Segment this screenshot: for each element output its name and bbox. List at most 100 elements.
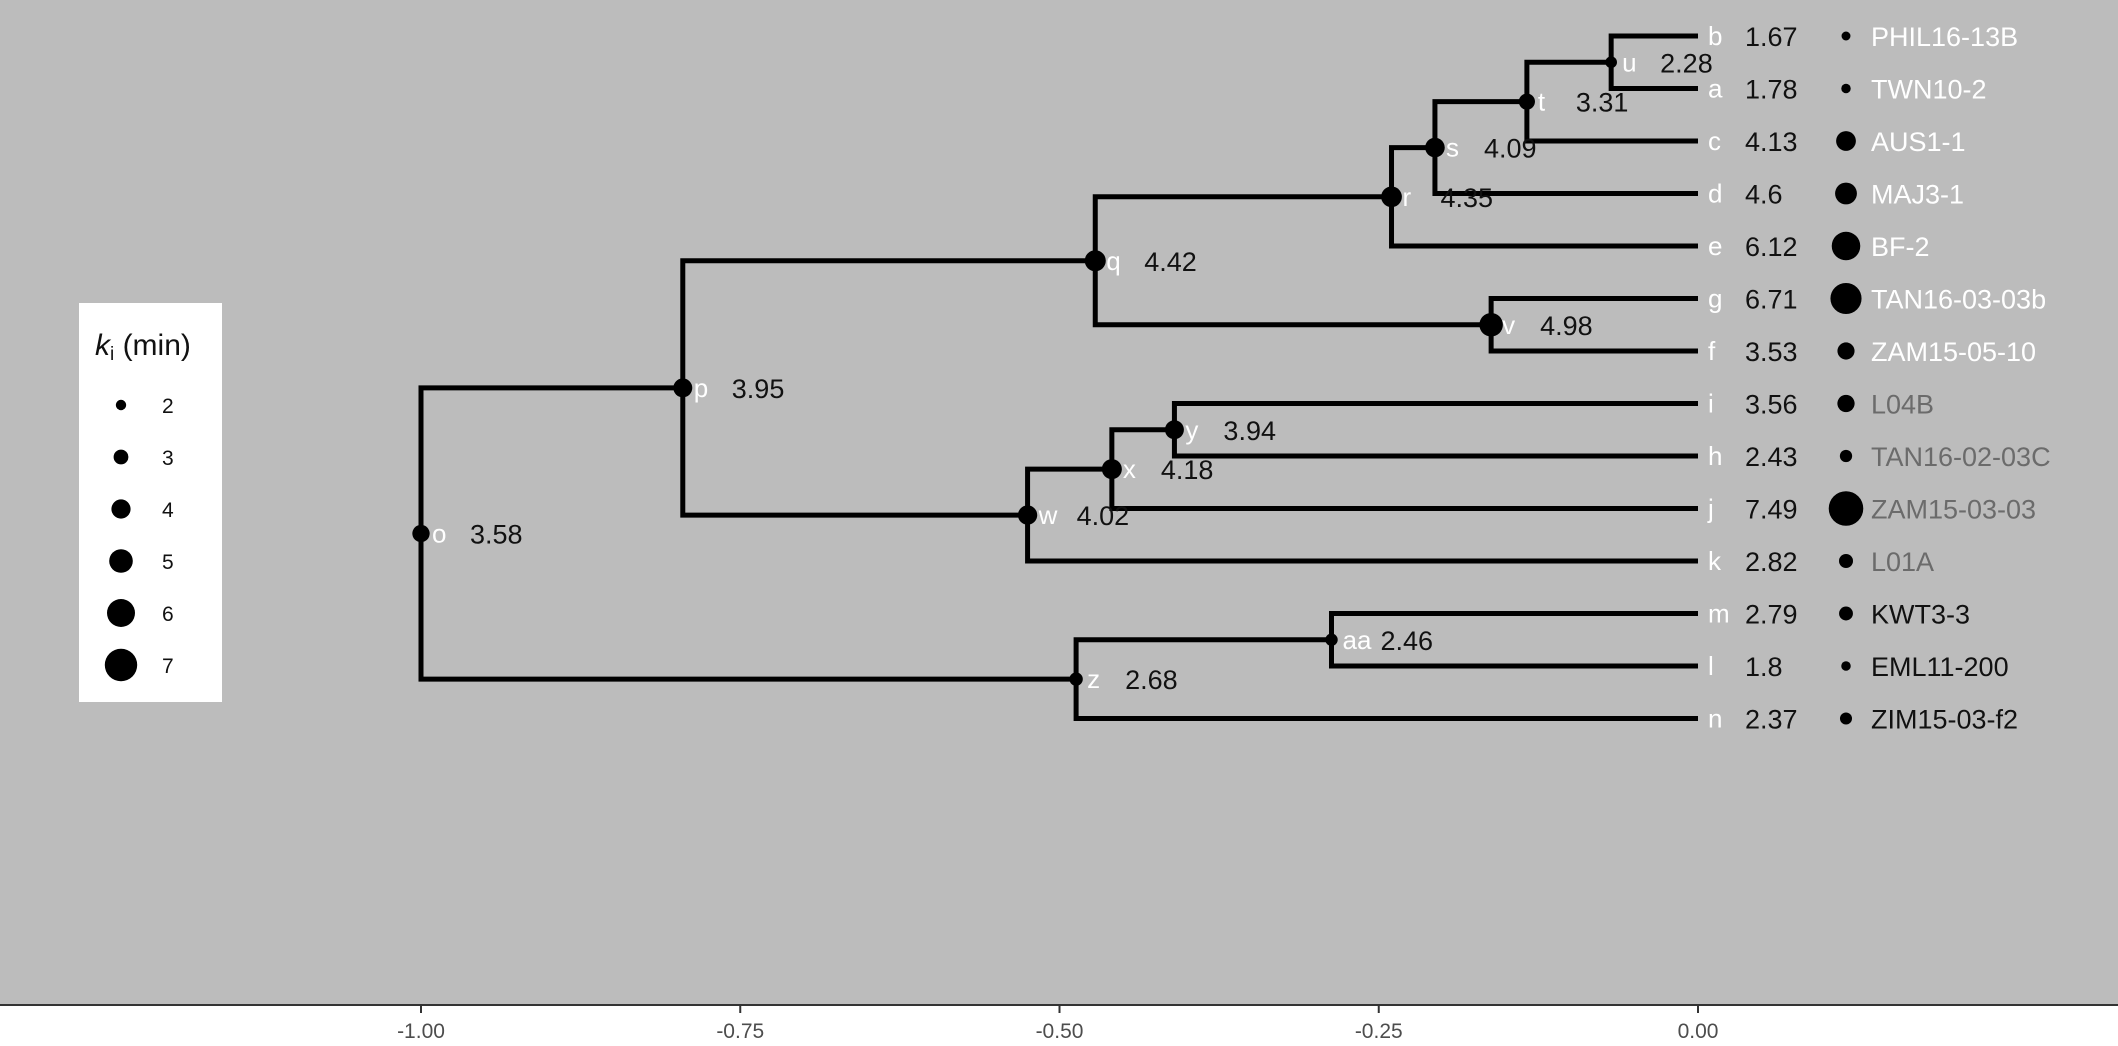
tip-ki-k: 2.82 xyxy=(1745,547,1798,577)
node-ki-y: 3.94 xyxy=(1223,416,1276,446)
branch-t-u xyxy=(1524,59,1612,102)
branch-aa-m xyxy=(1329,611,1698,640)
tip-letter-d: d xyxy=(1708,179,1722,209)
branch-w-k xyxy=(1025,515,1698,564)
tip-dot-e xyxy=(1831,231,1861,261)
tip-ki-l: 1.8 xyxy=(1745,652,1783,682)
node-dot-q xyxy=(1084,250,1106,272)
branch-o-z xyxy=(418,533,1077,682)
plot-panel xyxy=(0,0,2118,1004)
node-layer: o 3.58 p 3.95 q 4.42 r 4.35 s 4.09t 3.31 u 2.28 v 4.98… xyxy=(412,47,1713,695)
node-dot-p xyxy=(673,378,693,398)
x-tick-label-4: 0.00 xyxy=(1678,1020,1719,1043)
tip-strain-c: AUS1-1 xyxy=(1871,127,1966,157)
node-dot-x xyxy=(1101,459,1122,480)
node-letter-q: q xyxy=(1106,246,1120,276)
node-ki-w: 4.02 xyxy=(1077,501,1130,531)
tip-strain-e: BF-2 xyxy=(1871,232,1930,262)
tip-dot-a xyxy=(1841,83,1851,94)
branch-w-x xyxy=(1025,466,1112,516)
node-letter-z: z xyxy=(1087,664,1100,694)
tip-letter-n: n xyxy=(1708,704,1722,734)
tip-ki-e: 6.12 xyxy=(1745,232,1798,262)
node-ki-z: 2.68 xyxy=(1125,665,1178,695)
tip-letter-f: f xyxy=(1708,336,1716,366)
tip-letter-k: k xyxy=(1708,546,1722,576)
branch-p-q xyxy=(680,258,1096,388)
tip-strain-a: TWN10-2 xyxy=(1871,75,1987,105)
node-letter-u: u xyxy=(1622,47,1636,77)
branch-z-n xyxy=(1073,679,1698,721)
legend-label-6: 6 xyxy=(162,603,174,626)
node-dot-u xyxy=(1605,56,1617,69)
size-legend: ki (min) 2 3 4 5 6 7 xyxy=(79,303,222,702)
node-letter-s: s xyxy=(1446,133,1459,163)
tip-layer: b 1.67 PHIL16-13B a 1.78 TWN10-2 c 4.13 AUS1-1 d 4… xyxy=(1707,21,2051,735)
node-ki-q: 4.42 xyxy=(1144,247,1197,277)
legend-dot-7 xyxy=(104,648,138,682)
legend-dot-4 xyxy=(111,499,131,519)
x-tick-label-0: -1.00 xyxy=(397,1020,445,1043)
node-letter-aa: aa xyxy=(1343,625,1372,655)
tip-dot-j xyxy=(1828,491,1864,526)
tip-letter-e: e xyxy=(1708,231,1722,261)
tip-strain-f: ZAM15-05-10 xyxy=(1871,337,2036,367)
tip-dot-c xyxy=(1836,131,1856,151)
node-letter-r: r xyxy=(1403,182,1412,212)
tip-letter-a: a xyxy=(1708,74,1723,104)
tip-ki-d: 4.6 xyxy=(1745,180,1783,210)
node-dot-o xyxy=(412,524,430,543)
branch-r-e xyxy=(1389,196,1698,249)
tip-dot-f xyxy=(1837,342,1855,360)
legend-dot-6 xyxy=(107,599,135,627)
branch-s-t xyxy=(1432,99,1527,148)
tip-letter-j: j xyxy=(1707,494,1714,524)
tip-ki-j: 7.49 xyxy=(1745,495,1798,525)
node-ki-r: 4.35 xyxy=(1441,183,1494,213)
node-letter-x: x xyxy=(1123,454,1136,484)
tip-ki-a: 1.78 xyxy=(1745,75,1798,105)
node-letter-y: y xyxy=(1185,415,1198,445)
tip-letter-h: h xyxy=(1708,441,1722,471)
tip-letter-g: g xyxy=(1708,284,1722,314)
branch-p-w xyxy=(680,387,1028,518)
tip-dot-l xyxy=(1841,661,1851,671)
tip-letter-m: m xyxy=(1708,599,1730,629)
tip-dot-b xyxy=(1841,31,1851,41)
tip-strain-i: L04B xyxy=(1871,390,1934,420)
legend-label-3: 3 xyxy=(162,447,174,470)
branch-x-y xyxy=(1109,427,1175,470)
branch-layer xyxy=(418,33,1698,721)
tip-strain-k: L01A xyxy=(1871,547,1934,577)
branch-q-v xyxy=(1092,260,1492,328)
tip-dot-n xyxy=(1839,712,1853,725)
tip-ki-g: 6.71 xyxy=(1745,285,1798,315)
legend-title: ki (min) xyxy=(95,329,191,365)
node-ki-t: 3.31 xyxy=(1576,88,1629,118)
node-letter-p: p xyxy=(694,373,708,403)
node-ki-u: 2.28 xyxy=(1660,48,1713,78)
tip-strain-h: TAN16-02-03C xyxy=(1871,442,2051,472)
node-ki-x: 4.18 xyxy=(1161,455,1214,485)
tip-strain-n: ZIM15-03-f2 xyxy=(1871,705,2018,735)
legend-label-7: 7 xyxy=(162,655,174,678)
node-letter-v: v xyxy=(1502,310,1515,340)
node-ki-p: 3.95 xyxy=(732,374,785,404)
branch-t-c xyxy=(1524,101,1698,144)
node-letter-t: t xyxy=(1538,87,1546,117)
node-dot-w xyxy=(1017,505,1038,525)
tip-dot-d xyxy=(1835,182,1857,205)
node-dot-s xyxy=(1425,137,1445,158)
legend-label-4: 4 xyxy=(162,499,174,522)
node-ki-v: 4.98 xyxy=(1540,311,1593,341)
legend-label-2: 2 xyxy=(162,395,174,418)
branch-r-s xyxy=(1389,145,1435,197)
branch-o-p xyxy=(418,385,683,534)
x-tick-label-3: -0.25 xyxy=(1355,1020,1403,1043)
tip-dot-h xyxy=(1839,449,1853,463)
tip-ki-m: 2.79 xyxy=(1745,600,1798,630)
node-dot-aa xyxy=(1325,633,1338,646)
node-ki-s: 4.09 xyxy=(1484,134,1537,164)
tip-dot-i xyxy=(1837,394,1855,413)
